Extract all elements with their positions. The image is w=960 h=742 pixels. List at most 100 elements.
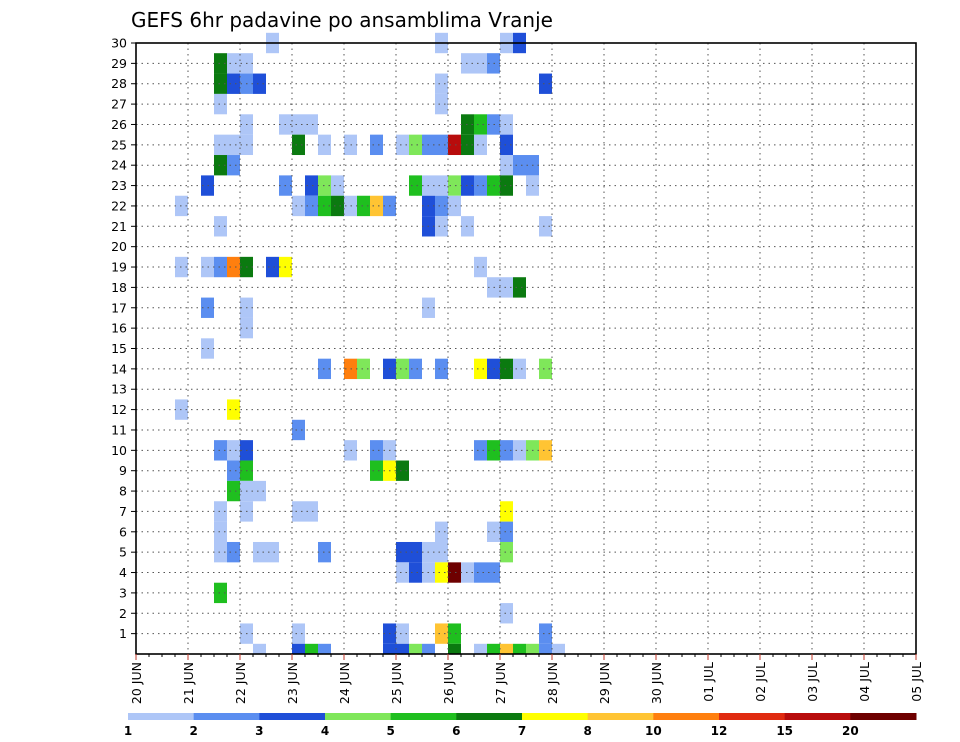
heatmap-cell bbox=[214, 155, 227, 176]
colorbar: 1 2 3 4 5 6 7 8 10 12 15 20 bbox=[124, 713, 917, 738]
heatmap-cell bbox=[513, 155, 526, 176]
heatmap-cell bbox=[227, 460, 240, 481]
heatmap-cell bbox=[409, 175, 422, 196]
heatmap-cell bbox=[292, 114, 305, 135]
heatmap-cell bbox=[500, 155, 513, 176]
x-axis: 20 JUN 21 JUN 22 JUN 23 JUN 24 JUN 25 JUN 26 J… bbox=[129, 654, 924, 704]
x-tick-label: 04 JUL bbox=[857, 662, 872, 702]
colorbar-label: 10 bbox=[645, 724, 662, 738]
colorbar-label: 2 bbox=[189, 724, 197, 738]
chart-title: GEFS 6hr padavine po ansamblima Vranje bbox=[131, 8, 553, 32]
y-tick-label: 11 bbox=[111, 422, 127, 437]
heatmap-cell bbox=[227, 440, 240, 461]
colorbar-swatch bbox=[193, 713, 260, 720]
y-tick-label: 3 bbox=[119, 585, 127, 600]
heatmap-cell bbox=[435, 73, 448, 94]
heatmap-cell bbox=[266, 256, 279, 278]
heatmap-cell bbox=[214, 256, 227, 278]
heatmap-cell bbox=[435, 93, 448, 115]
heatmap-cell bbox=[214, 582, 227, 604]
x-tick-label: 22 JUN bbox=[233, 662, 248, 704]
heatmap-cell bbox=[500, 114, 513, 135]
heatmap-cell bbox=[292, 501, 305, 522]
y-tick-label: 18 bbox=[111, 280, 127, 295]
heatmap-cell bbox=[500, 501, 513, 522]
heatmap-cell bbox=[539, 643, 552, 654]
x-tick-label: 24 JUN bbox=[337, 662, 352, 704]
heatmap-cell bbox=[370, 440, 383, 461]
heatmap-cell bbox=[253, 73, 266, 94]
heatmap-cell bbox=[500, 134, 513, 156]
heatmap-cell bbox=[513, 643, 526, 654]
colorbar-swatch bbox=[784, 713, 851, 720]
heatmap-cell bbox=[214, 93, 227, 115]
heatmap-cell bbox=[253, 643, 266, 654]
grid-lines bbox=[136, 43, 916, 654]
heatmap-cell bbox=[214, 53, 227, 74]
heatmap-cell bbox=[409, 643, 422, 654]
heatmap-cell bbox=[292, 134, 305, 156]
heatmap-cell bbox=[396, 541, 409, 563]
colorbar-label: 3 bbox=[255, 724, 263, 738]
heatmap-cell bbox=[214, 501, 227, 522]
heatmap-cell bbox=[435, 175, 448, 196]
heatmap-cell bbox=[396, 460, 409, 481]
y-tick-label: 7 bbox=[119, 504, 127, 519]
x-tick-label: 03 JUL bbox=[805, 662, 820, 702]
heatmap-cell bbox=[305, 501, 318, 522]
heatmap-cell bbox=[448, 643, 461, 654]
heatmap-cell bbox=[500, 175, 513, 196]
heatmap-cell bbox=[396, 358, 409, 380]
heatmap-cell bbox=[435, 358, 448, 380]
heatmap-cell bbox=[318, 643, 331, 654]
y-tick-label: 29 bbox=[111, 56, 127, 71]
x-tick-label: 29 JUN bbox=[597, 662, 612, 704]
y-tick-label: 26 bbox=[111, 117, 127, 132]
colorbar-swatch bbox=[128, 713, 195, 720]
colorbar-swatch bbox=[390, 713, 457, 720]
heatmap-cell bbox=[357, 195, 370, 217]
heatmap-cell bbox=[474, 134, 487, 156]
heatmap-cell bbox=[227, 134, 240, 156]
heatmap-cell bbox=[539, 440, 552, 461]
heatmap-cell bbox=[435, 562, 448, 583]
heatmap-cell bbox=[227, 53, 240, 74]
y-tick-label: 16 bbox=[111, 321, 127, 336]
heatmap-cell bbox=[500, 358, 513, 380]
x-tick-label: 28 JUN bbox=[545, 662, 560, 704]
y-tick-label: 6 bbox=[119, 524, 127, 539]
colorbar-label: 7 bbox=[518, 724, 526, 738]
y-tick-label: 25 bbox=[111, 137, 127, 152]
y-tick-label: 10 bbox=[111, 443, 127, 458]
heatmap-cell bbox=[539, 623, 552, 644]
heatmap-cell bbox=[292, 195, 305, 217]
heatmap-cell bbox=[500, 277, 513, 298]
colorbar-label: 4 bbox=[321, 724, 329, 738]
heatmap-cell bbox=[539, 216, 552, 237]
heatmap-cell bbox=[396, 134, 409, 156]
y-tick-label: 2 bbox=[119, 606, 127, 621]
x-tick-label: 21 JUN bbox=[181, 662, 196, 704]
heatmap-cell bbox=[448, 134, 461, 156]
heatmap-cell bbox=[305, 114, 318, 135]
heatmap-cell bbox=[552, 643, 565, 654]
heatmap-cell bbox=[474, 53, 487, 74]
heatmap-cell bbox=[539, 358, 552, 380]
y-tick-label: 22 bbox=[111, 198, 127, 213]
heatmap-cell bbox=[357, 358, 370, 380]
colorbar-swatch bbox=[259, 713, 326, 720]
y-tick-label: 30 bbox=[111, 36, 127, 51]
heatmap-cell bbox=[214, 440, 227, 461]
y-tick-label: 27 bbox=[111, 97, 127, 112]
x-tick-label: 23 JUN bbox=[285, 662, 300, 704]
heatmap-cell bbox=[409, 134, 422, 156]
heatmap-cell bbox=[214, 216, 227, 237]
heatmap-cell bbox=[500, 521, 513, 542]
x-tick-label: 27 JUN bbox=[493, 662, 508, 704]
heatmap-cell bbox=[227, 541, 240, 563]
colorbar-swatch bbox=[719, 713, 786, 720]
heatmap-cell bbox=[227, 256, 240, 278]
heatmap-cell bbox=[227, 155, 240, 176]
heatmap-cell bbox=[474, 256, 487, 278]
